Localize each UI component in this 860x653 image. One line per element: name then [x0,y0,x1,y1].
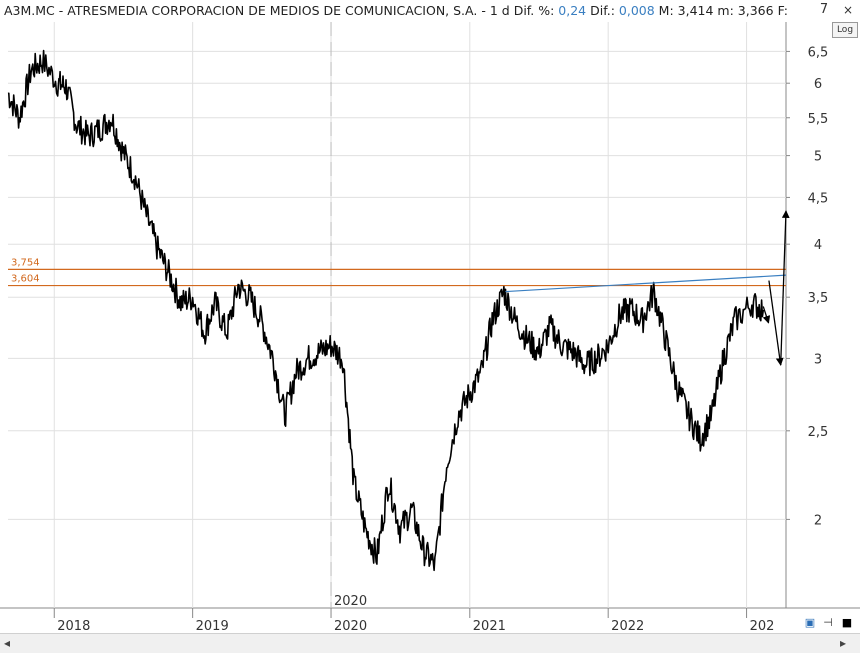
scroll-right-icon[interactable]: ▸ [840,636,847,650]
period: 1 d [489,3,510,18]
x-tick-label: 2018 [57,619,90,634]
y-tick-label: 5,5 [808,112,829,127]
chart-header: A3M.MC - ATRESMEDIA CORPORACION DE MEDIO… [0,0,790,22]
dif-pct-value: 0,24 [558,3,587,18]
price-series-line [7,49,765,572]
save-icon[interactable]: ▣ [804,616,816,629]
color-square-icon[interactable]: ■ [841,616,853,629]
y-tick-label: 5 [814,150,822,165]
projection-arrow [768,280,784,366]
projection-arrow [780,210,790,366]
scroll-left-icon[interactable]: ◂ [4,636,11,650]
y-tick-label: 4 [814,238,822,253]
resistance-trendline [505,274,787,293]
y-tick-label: 6 [814,77,822,92]
dif-label: Dif.: [590,3,615,18]
y-tick-label: 6,5 [808,45,829,60]
x-tick-label: 2019 [196,619,229,634]
x-tick-label: 2020 [334,619,367,634]
dif-pct-label: Dif. %: [513,3,555,18]
min-label: m: 3,366 [717,3,774,18]
close-button[interactable]: × [842,3,854,17]
x-tick-label: 202 [750,619,775,634]
level-label: 3,604 [11,274,40,285]
ticker: A3M.MC [4,3,55,18]
y-tick-label: 4,5 [808,191,829,206]
y-tick-label: 7 [820,2,828,17]
log-scale-button[interactable]: Log [832,22,858,38]
date-label: F: 14-02-202 [777,3,790,18]
y-tick-label: 3,5 [808,291,829,306]
horizontal-scrollbar[interactable]: ◂ ▸ [0,633,860,653]
x-tick-label: 2022 [611,619,644,634]
dif-value: 0,008 [618,3,655,18]
y-tick-label: 3 [814,352,822,367]
x-tick-label: 2021 [473,619,506,634]
pin-icon[interactable]: ⊣ [823,616,833,629]
y-tick-label: 2,5 [808,425,829,440]
level-label: 3,754 [11,257,40,268]
year-annotation-2020: 2020 [334,594,367,609]
short-term-arrow [762,306,771,324]
y-tick-label: 2 [814,513,822,528]
company-name: ATRESMEDIA CORPORACION DE MEDIOS DE COMU… [67,3,478,18]
max-label: M: 3,414 [658,3,714,18]
